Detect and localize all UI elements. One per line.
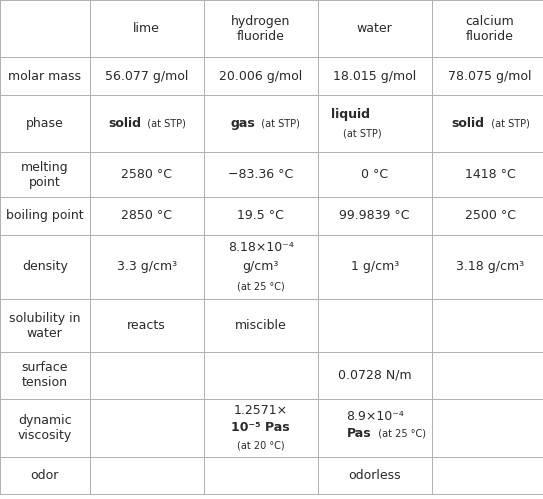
Text: 8.9×10⁻⁴: 8.9×10⁻⁴ [346,410,403,423]
Text: 2500 °C: 2500 °C [465,209,515,223]
Text: 1 g/cm³: 1 g/cm³ [351,260,399,273]
Text: 2580 °C: 2580 °C [121,168,172,181]
Text: 18.015 g/mol: 18.015 g/mol [333,69,416,83]
Text: lime: lime [133,22,160,35]
Text: calcium
fluoride: calcium fluoride [466,14,514,43]
Text: dynamic
viscosity: dynamic viscosity [18,414,72,442]
Text: melting
point: melting point [21,161,68,189]
Text: (at STP): (at STP) [343,129,381,139]
Text: 2850 °C: 2850 °C [121,209,172,223]
Text: g/cm³: g/cm³ [243,260,279,273]
Text: solubility in
water: solubility in water [9,311,80,340]
Text: 56.077 g/mol: 56.077 g/mol [105,69,188,83]
Text: 3.18 g/cm³: 3.18 g/cm³ [456,260,524,273]
Text: solid: solid [108,117,141,130]
Text: solid: solid [452,117,485,130]
Text: miscible: miscible [235,319,287,332]
Text: reacts: reacts [127,319,166,332]
Text: 0.0728 N/m: 0.0728 N/m [338,369,412,382]
Text: (at 20 °C): (at 20 °C) [237,440,285,450]
Text: 8.18×10⁻⁴: 8.18×10⁻⁴ [228,241,294,254]
Text: 10⁻⁵ Pas: 10⁻⁵ Pas [231,421,290,435]
Text: liquid: liquid [331,108,370,121]
Text: 1.2571×: 1.2571× [233,404,288,417]
Text: gas: gas [230,117,255,130]
Text: 19.5 °C: 19.5 °C [237,209,284,223]
Text: (at STP): (at STP) [485,118,529,129]
Text: (at 25 °C): (at 25 °C) [237,281,285,291]
Text: water: water [357,22,393,35]
Text: phase: phase [26,117,64,130]
Text: 1418 °C: 1418 °C [465,168,515,181]
Text: surface
tension: surface tension [22,361,68,390]
Text: 0 °C: 0 °C [361,168,388,181]
Text: 3.3 g/cm³: 3.3 g/cm³ [117,260,176,273]
Text: 20.006 g/mol: 20.006 g/mol [219,69,302,83]
Text: odor: odor [30,469,59,482]
Text: hydrogen
fluoride: hydrogen fluoride [231,14,291,43]
Text: (at 25 °C): (at 25 °C) [372,429,426,439]
Text: (at STP): (at STP) [141,118,186,129]
Text: Pas: Pas [348,427,372,440]
Text: 78.075 g/mol: 78.075 g/mol [449,69,532,83]
Text: (at STP): (at STP) [255,118,300,129]
Text: odorless: odorless [349,469,401,482]
Text: 99.9839 °C: 99.9839 °C [339,209,410,223]
Text: density: density [22,260,68,273]
Text: −83.36 °C: −83.36 °C [228,168,293,181]
Text: boiling point: boiling point [6,209,84,223]
Text: molar mass: molar mass [8,69,81,83]
